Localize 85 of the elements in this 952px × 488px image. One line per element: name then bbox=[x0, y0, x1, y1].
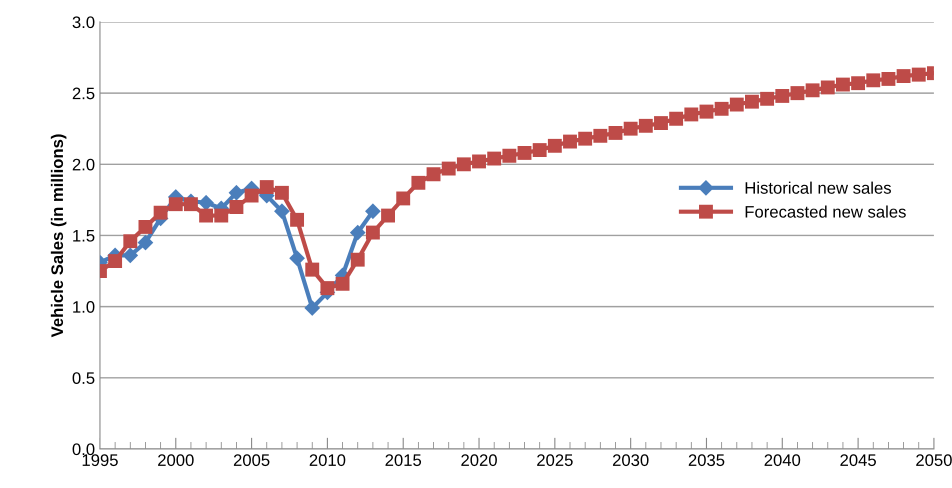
x-tick-label: 2040 bbox=[764, 454, 800, 466]
point bbox=[320, 281, 334, 296]
point bbox=[624, 122, 638, 136]
point bbox=[518, 146, 532, 160]
y-tick-label: 2.5 bbox=[72, 88, 94, 100]
point bbox=[790, 86, 804, 100]
x-tick-label: 2050 bbox=[916, 454, 952, 466]
x-tick-label: 2005 bbox=[234, 454, 270, 466]
point bbox=[881, 72, 896, 86]
point bbox=[836, 78, 850, 92]
point bbox=[154, 206, 168, 220]
point bbox=[350, 252, 365, 267]
point bbox=[184, 197, 198, 212]
x-tick-label: 2030 bbox=[612, 454, 649, 466]
point bbox=[199, 208, 214, 222]
x-tick-label: 2020 bbox=[461, 454, 497, 466]
point bbox=[912, 68, 926, 82]
point bbox=[563, 134, 577, 148]
point bbox=[274, 204, 290, 219]
x-tick-label: 2035 bbox=[688, 454, 724, 466]
y-tick-label: 2.0 bbox=[72, 158, 94, 170]
point bbox=[229, 200, 244, 214]
point bbox=[304, 300, 320, 316]
point bbox=[198, 195, 214, 210]
point bbox=[548, 138, 562, 153]
point bbox=[684, 108, 698, 122]
point bbox=[851, 76, 866, 90]
point bbox=[700, 104, 714, 119]
point bbox=[290, 250, 305, 266]
point bbox=[228, 185, 244, 200]
point bbox=[381, 208, 395, 222]
legend-label: Forecasted new sales bbox=[746, 205, 906, 218]
point bbox=[669, 112, 684, 126]
y-tick-label: 3.0 bbox=[72, 16, 94, 28]
point bbox=[442, 162, 456, 176]
point bbox=[244, 188, 259, 203]
point bbox=[714, 102, 729, 116]
y-tick-label: 1.5 bbox=[73, 230, 94, 242]
point bbox=[305, 262, 320, 277]
point bbox=[426, 167, 440, 182]
y-tick-label: 0.5 bbox=[72, 372, 94, 384]
point bbox=[806, 83, 820, 98]
point bbox=[365, 204, 380, 219]
x-tick-label: 2025 bbox=[537, 454, 573, 466]
x-tick-label: 1995 bbox=[82, 454, 118, 466]
point bbox=[411, 176, 426, 190]
point bbox=[290, 212, 304, 227]
point bbox=[123, 234, 138, 248]
point bbox=[760, 92, 774, 106]
x-tick-label: 2000 bbox=[158, 454, 194, 466]
legend-label: Historical new sales bbox=[746, 182, 891, 194]
point bbox=[896, 69, 911, 83]
point bbox=[260, 180, 274, 194]
point bbox=[502, 148, 516, 163]
point bbox=[168, 197, 183, 212]
point bbox=[138, 235, 154, 250]
point bbox=[108, 254, 122, 268]
point bbox=[487, 152, 502, 166]
point bbox=[593, 128, 608, 143]
point bbox=[654, 116, 668, 130]
point bbox=[608, 126, 622, 140]
x-tick-label: 2045 bbox=[840, 454, 876, 466]
point bbox=[122, 248, 138, 263]
point bbox=[396, 192, 410, 206]
point bbox=[214, 208, 228, 222]
point bbox=[350, 225, 366, 240]
point bbox=[638, 118, 653, 133]
point bbox=[745, 94, 759, 109]
point bbox=[456, 157, 471, 172]
point bbox=[274, 186, 289, 200]
point bbox=[820, 80, 835, 94]
point bbox=[775, 89, 790, 103]
y-axis-title: Vehicle Sales (in millions) bbox=[50, 134, 66, 338]
point bbox=[730, 98, 744, 112]
y-tick-label: 1.0 bbox=[73, 301, 94, 313]
point bbox=[366, 226, 380, 240]
point bbox=[138, 220, 152, 234]
y-tick-label: 0.0 bbox=[72, 443, 94, 456]
point bbox=[578, 132, 592, 146]
x-tick-label: 2010 bbox=[310, 454, 346, 466]
point bbox=[336, 276, 350, 291]
x-tick-label: 2015 bbox=[386, 454, 422, 466]
point bbox=[472, 154, 486, 168]
point bbox=[532, 143, 547, 158]
point bbox=[866, 73, 880, 88]
